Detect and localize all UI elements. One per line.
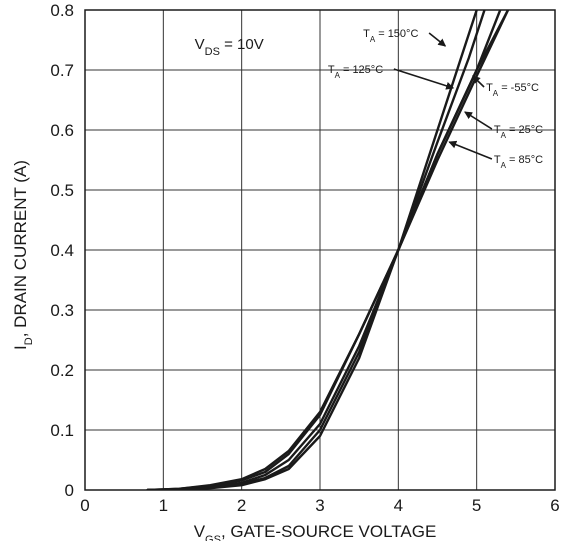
annotation-arrow-125 (393, 68, 455, 90)
plot-frame (84, 9, 556, 491)
annotation-arrow-85 (448, 140, 493, 160)
x-axis-title: VGS, GATE-SOURCE VOLTAGE (194, 522, 437, 541)
x-tick-label: 3 (315, 496, 324, 515)
series-line--55 (146, 10, 502, 490)
tick-labels: 0 1 2 3 4 5 6 0 0.1 0.2 0.3 0.4 0.5 0.6 0.7 0.8 (50, 1, 559, 515)
y-tick-label: 0.3 (50, 301, 74, 320)
x-tick-label: 2 (237, 496, 246, 515)
y-tick-label: 0.2 (50, 361, 74, 380)
x-tick-label: 6 (550, 496, 559, 515)
y-tick-label: 0.5 (50, 181, 74, 200)
y-tick-label: 0.7 (50, 61, 74, 80)
x-tick-label: 5 (472, 496, 481, 515)
annotation-arrow-150 (428, 32, 447, 47)
y-tick-label: 0.1 (50, 421, 74, 440)
series-annotations: TA = 150°C TA = 125°C TA = -55°C TA = 25°C T… (328, 28, 543, 170)
series-lines (146, 10, 510, 490)
y-tick-label: 0.6 (50, 121, 74, 140)
y-tick-label: 0.4 (50, 241, 74, 260)
condition-label: VDS = 10V (195, 36, 264, 58)
series-label-125: TA = 125°C (328, 64, 383, 80)
x-tick-label: 0 (80, 496, 89, 515)
series-label-85: TA = 85°C (494, 154, 543, 170)
x-tick-label: 4 (394, 496, 403, 515)
series-label-150: TA = 150°C (363, 28, 418, 44)
annotation-arrow--55 (472, 75, 485, 88)
series-label--55: TA = -55°C (486, 82, 539, 98)
y-tick-label: 0 (65, 481, 74, 500)
grid (85, 10, 555, 490)
y-axis-title: ID, DRAIN CURRENT (A) (11, 160, 35, 350)
y-tick-label: 0.8 (50, 1, 74, 20)
series-label-25: TA = 25°C (494, 124, 543, 140)
annotation-arrow-25 (464, 111, 493, 130)
x-tick-label: 1 (159, 496, 168, 515)
